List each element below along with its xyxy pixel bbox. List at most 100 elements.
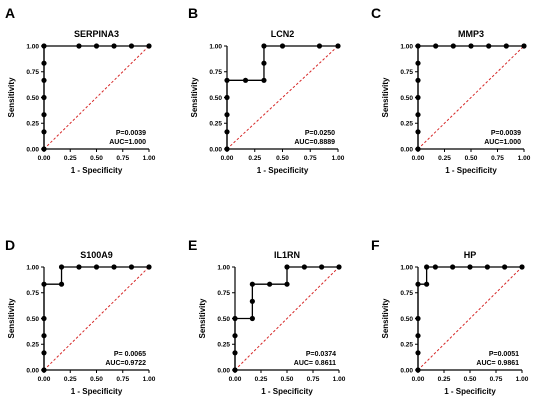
x-tick-label: 0.00 <box>229 376 242 383</box>
roc-point <box>58 281 65 287</box>
x-tick-label: 1.00 <box>518 155 531 162</box>
reference-diagonal <box>417 45 525 150</box>
x-tick-label: 0.75 <box>490 376 503 383</box>
roc-point <box>111 264 117 270</box>
roc-point <box>41 146 47 152</box>
y-tick-label: 0.25 <box>400 121 413 128</box>
roc-point <box>93 43 100 49</box>
x-tick-label: 0.50 <box>281 376 294 383</box>
roc-chart-s100a9: S100A9 0.00 0.25 0.50 0.75 1.00 0.00 0.25 0.50 0.… <box>7 250 156 396</box>
y-tick-label: 1.00 <box>217 264 230 271</box>
chart-title: MMP3 <box>458 29 484 39</box>
roc-point <box>415 146 421 152</box>
y-tick-label: 1.00 <box>26 43 39 50</box>
y-tick-label: 0.00 <box>26 367 39 374</box>
roc-chart-hp: HP 0.00 0.25 0.50 0.75 1.00 0.00 0.25 0.50 0.75 1.… <box>381 250 529 396</box>
y-tick-label: 0.00 <box>209 146 222 153</box>
roc-point <box>335 43 341 49</box>
y-tick-label: 0.75 <box>26 69 39 76</box>
y-tick-label: 0.75 <box>217 290 230 297</box>
roc-point <box>41 60 47 66</box>
panel-s100a9: D S100A9 0.00 0.25 0.50 0.75 1.00 0.00 0.25 0.50… <box>0 204 183 408</box>
roc-point <box>424 281 430 287</box>
x-tick-label: 0.00 <box>412 376 425 383</box>
roc-point <box>415 60 421 66</box>
roc-point <box>58 264 65 270</box>
roc-point <box>249 315 255 322</box>
roc-point <box>486 43 492 49</box>
x-tick-label: 0.75 <box>304 155 317 162</box>
x-tick-label: 0.00 <box>221 155 234 162</box>
roc-point <box>415 315 421 322</box>
roc-point <box>111 43 117 49</box>
panel-serpina3: A SERPINA3 0.00 0.25 0.50 0.75 1.00 0.00 0.25 0.… <box>0 0 183 204</box>
roc-point <box>415 333 421 339</box>
p-value-label: P=0.0051 <box>489 351 519 358</box>
x-tick-label: 0.75 <box>116 155 129 162</box>
roc-point <box>41 43 47 49</box>
y-axis-label: Sensitivity <box>381 298 390 339</box>
roc-point <box>450 43 456 49</box>
reference-diagonal <box>417 266 523 371</box>
roc-curve <box>226 45 338 149</box>
panel-mmp3: C MMP3 0.00 0.25 0.50 0.75 1.00 0.00 0.25 0.50 0.… <box>366 0 549 204</box>
y-axis-label: Sensitivity <box>198 298 207 339</box>
x-tick-label: 1.00 <box>333 376 346 383</box>
auc-label: AUC=0.9722 <box>105 360 146 367</box>
roc-point <box>467 264 473 270</box>
y-tick-label: 0.00 <box>26 146 39 153</box>
panel-il1rn: E IL1RN 0.00 0.25 0.50 0.75 1.00 0.00 0.25 0.50 0… <box>183 204 366 408</box>
panel-letter: A <box>5 5 16 21</box>
roc-point <box>336 264 342 270</box>
roc-point <box>41 77 47 83</box>
roc-point <box>224 112 230 118</box>
roc-point <box>415 129 421 135</box>
y-tick-label: 0.75 <box>26 290 39 297</box>
x-tick-label: 0.00 <box>412 155 425 162</box>
y-tick-label: 0.25 <box>26 121 39 128</box>
y-tick-label: 0.50 <box>400 316 413 323</box>
roc-point <box>415 350 421 356</box>
chart-title: IL1RN <box>274 250 300 260</box>
roc-point <box>433 43 439 49</box>
y-axis-label: Sensitivity <box>7 77 16 118</box>
y-axis-label: Sensitivity <box>190 77 199 118</box>
x-axis-label: 1 - Specificity <box>71 166 123 175</box>
chart-title: LCN2 <box>271 29 295 39</box>
roc-point <box>432 264 438 270</box>
auc-label: AUC=1.000 <box>484 139 521 146</box>
x-axis-label: 1 - Specificity <box>261 387 313 396</box>
roc-point <box>301 264 307 270</box>
auc-label: AUC= 0.8611 <box>294 360 336 367</box>
y-tick-label: 1.00 <box>26 264 39 271</box>
roc-point <box>76 264 82 270</box>
roc-point <box>415 94 421 101</box>
roc-point <box>261 60 267 66</box>
roc-point <box>232 350 238 356</box>
panel-letter: E <box>188 237 198 253</box>
roc-point <box>41 350 47 356</box>
roc-point <box>415 112 421 118</box>
y-tick-label: 0.50 <box>26 316 39 323</box>
x-axis-label: 1 - Specificity <box>444 387 496 396</box>
roc-point <box>284 281 290 287</box>
y-tick-label: 0.75 <box>400 69 413 76</box>
roc-point <box>424 264 430 270</box>
x-tick-label: 0.75 <box>307 376 320 383</box>
roc-point <box>76 43 82 49</box>
roc-point <box>279 43 286 49</box>
roc-point <box>93 264 100 270</box>
roc-point <box>519 264 525 270</box>
x-tick-label: 0.25 <box>64 376 77 383</box>
x-tick-label: 1.00 <box>332 155 345 162</box>
y-tick-label: 0.50 <box>217 316 230 323</box>
roc-point <box>484 264 490 270</box>
roc-point <box>468 43 474 49</box>
y-tick-label: 0.50 <box>400 95 413 102</box>
y-tick-label: 0.25 <box>217 342 230 349</box>
reference-diagonal <box>234 266 340 371</box>
roc-point <box>224 94 230 101</box>
x-tick-label: 0.25 <box>255 376 268 383</box>
roc-point <box>41 281 47 287</box>
p-value-label: P= 0.0065 <box>114 351 146 358</box>
